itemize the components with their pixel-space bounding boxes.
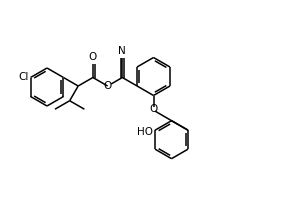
Text: Cl: Cl xyxy=(18,73,29,83)
Text: HO: HO xyxy=(137,127,153,137)
Text: O: O xyxy=(104,81,112,91)
Text: O: O xyxy=(149,103,158,113)
Text: O: O xyxy=(89,52,97,62)
Text: N: N xyxy=(118,46,126,56)
